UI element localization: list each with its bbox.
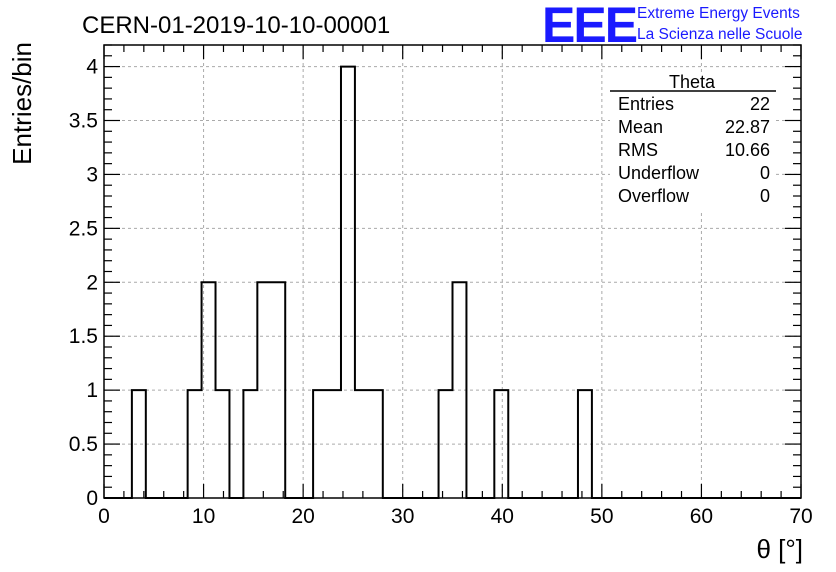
x-tick-label: 20 — [291, 505, 314, 528]
x-tick-label: 70 — [789, 505, 812, 528]
stats-title: Theta — [669, 72, 716, 92]
stats-entries-label: Entries — [618, 94, 674, 114]
x-tick-labels: 0 10 20 30 40 50 60 70 — [98, 505, 813, 528]
x-tick-label: 50 — [590, 505, 613, 528]
stats-entries-value: 22 — [750, 94, 770, 114]
stats-mean-label: Mean — [618, 117, 663, 137]
stats-rms-value: 10.66 — [725, 140, 770, 160]
chart-title: CERN-01-2019-10-10-00001 — [82, 12, 390, 39]
y-tick-label: 2 — [86, 271, 98, 294]
axis-ticks — [103, 44, 802, 499]
y-tick-label: 3 — [86, 163, 98, 186]
stats-overflow-label: Overflow — [618, 186, 690, 206]
eee-logo-mark: EEE — [542, 0, 637, 53]
stats-underflow-label: Underflow — [618, 163, 700, 183]
x-tick-label: 40 — [491, 505, 514, 528]
eee-logo: EEE Extreme Energy Events La Scienza nel… — [542, 0, 802, 53]
eee-logo-line1: Extreme Energy Events — [637, 5, 800, 22]
y-tick-label: 2.5 — [69, 217, 98, 240]
stats-mean-value: 22.87 — [725, 117, 770, 137]
y-tick-labels: 0 0.5 1 1.5 2 2.5 3 3.5 4 — [69, 56, 99, 510]
y-axis-label: Entries/bin — [7, 42, 37, 165]
stats-box: Theta Entries 22 Mean 22.87 RMS 10.66 Un… — [610, 72, 776, 212]
stats-underflow-value: 0 — [760, 163, 770, 183]
y-tick-label: 0.5 — [69, 433, 98, 456]
stats-box-background — [610, 72, 776, 212]
y-tick-label: 1 — [86, 379, 98, 402]
x-tick-label: 10 — [192, 505, 215, 528]
y-tick-label: 4 — [86, 56, 98, 79]
x-tick-label: 60 — [690, 505, 713, 528]
y-tick-label: 1.5 — [69, 325, 98, 348]
x-axis-label: θ [°] — [756, 534, 803, 564]
x-tick-label: 0 — [98, 505, 110, 528]
eee-logo-line2: La Scienza nelle Scuole — [637, 26, 802, 43]
stats-overflow-value: 0 — [760, 186, 770, 206]
y-tick-label: 3.5 — [69, 110, 98, 133]
x-tick-label: 30 — [391, 505, 414, 528]
y-tick-label: 0 — [86, 487, 98, 510]
stats-rms-label: RMS — [618, 140, 658, 160]
